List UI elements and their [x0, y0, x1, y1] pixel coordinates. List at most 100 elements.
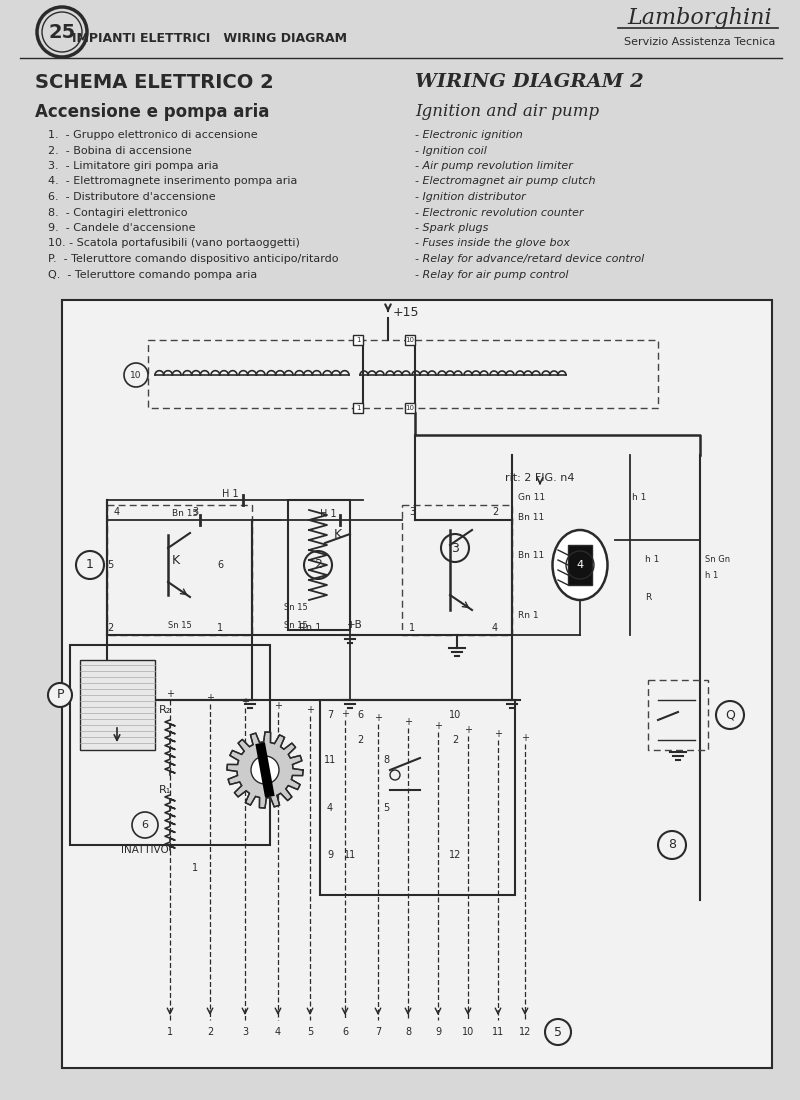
Text: +: +	[521, 733, 529, 742]
Text: 7: 7	[327, 710, 333, 720]
Text: Q.  - Teleruttore comando pompa aria: Q. - Teleruttore comando pompa aria	[48, 270, 258, 279]
Text: 10: 10	[406, 405, 414, 411]
Text: Servizio Assistenza Tecnica: Servizio Assistenza Tecnica	[624, 37, 776, 47]
Text: 8: 8	[383, 755, 389, 764]
Text: Accensione e pompa aria: Accensione e pompa aria	[35, 103, 270, 121]
Text: 10: 10	[462, 1027, 474, 1037]
Text: 1: 1	[167, 1027, 173, 1037]
Text: h 1: h 1	[645, 556, 659, 564]
Text: 4: 4	[492, 623, 498, 632]
Text: WIRING DIAGRAM 2: WIRING DIAGRAM 2	[415, 73, 644, 91]
Text: Bn 11: Bn 11	[518, 550, 544, 560]
Text: Sn Gn: Sn Gn	[705, 556, 730, 564]
Bar	[568, 544, 592, 585]
Text: 10: 10	[449, 710, 461, 720]
Text: Rn 1: Rn 1	[299, 623, 321, 632]
Text: P: P	[56, 689, 64, 702]
Text: 8.  - Contagiri elettronico: 8. - Contagiri elettronico	[48, 208, 187, 218]
Bar	[148, 340, 658, 408]
Text: 2: 2	[314, 559, 322, 572]
Text: K: K	[172, 553, 180, 566]
Text: Ignition and air pump: Ignition and air pump	[415, 103, 599, 121]
Text: 2: 2	[492, 507, 498, 517]
Text: P.  - Teleruttore comando dispositivo anticipo/ritardo: P. - Teleruttore comando dispositivo ant…	[48, 254, 338, 264]
Text: 5: 5	[383, 803, 389, 813]
Text: - Electromagnet air pump clutch: - Electromagnet air pump clutch	[415, 176, 595, 187]
Text: +: +	[494, 729, 502, 739]
Text: 1: 1	[409, 623, 415, 632]
Circle shape	[658, 830, 686, 859]
Text: Bn 11: Bn 11	[518, 514, 544, 522]
Text: h 1: h 1	[705, 571, 718, 580]
Text: +: +	[464, 725, 472, 735]
Text: - Relay for air pump control: - Relay for air pump control	[415, 270, 569, 279]
Text: 6: 6	[357, 710, 363, 720]
Text: - Ignition coil: - Ignition coil	[415, 145, 487, 155]
Text: 12: 12	[449, 850, 461, 860]
Text: 11: 11	[324, 755, 336, 764]
Bar	[62, 300, 772, 1068]
Text: Sn 15: Sn 15	[284, 620, 308, 629]
Text: R₂: R₂	[159, 705, 171, 715]
Text: 2: 2	[107, 623, 113, 632]
Text: 12: 12	[519, 1027, 531, 1037]
Text: 1: 1	[217, 623, 223, 632]
Text: Sn 15: Sn 15	[284, 604, 308, 613]
Text: Lamborghini: Lamborghini	[628, 7, 772, 29]
Text: Sn 15: Sn 15	[168, 620, 192, 629]
Text: Gn 11: Gn 11	[518, 494, 545, 503]
Text: +: +	[206, 693, 214, 703]
Text: - Fuses inside the glove box: - Fuses inside the glove box	[415, 239, 570, 249]
Circle shape	[304, 551, 332, 579]
Text: +: +	[341, 710, 349, 719]
Text: 4: 4	[114, 507, 120, 517]
Text: 3: 3	[451, 541, 459, 554]
Ellipse shape	[553, 530, 607, 600]
Text: 2.  - Bobina di accensione: 2. - Bobina di accensione	[48, 145, 192, 155]
Text: IMPIANTI ELETTRICI   WIRING DIAGRAM: IMPIANTI ELETTRICI WIRING DIAGRAM	[73, 32, 347, 44]
Circle shape	[251, 756, 279, 784]
Text: 10. - Scatola portafusibili (vano portaoggetti): 10. - Scatola portafusibili (vano portao…	[48, 239, 300, 249]
Text: 1: 1	[86, 559, 94, 572]
Text: INATTIVO: INATTIVO	[121, 845, 169, 855]
Text: - Spark plugs: - Spark plugs	[415, 223, 488, 233]
Text: 6: 6	[142, 820, 149, 830]
Text: - Relay for advance/retard device control: - Relay for advance/retard device contro…	[415, 254, 644, 264]
Text: +: +	[274, 701, 282, 711]
Text: 1.  - Gruppo elettronico di accensione: 1. - Gruppo elettronico di accensione	[48, 130, 258, 140]
Text: 2: 2	[207, 1027, 213, 1037]
Bar	[320, 700, 515, 895]
Text: Bn 15: Bn 15	[172, 509, 198, 518]
Text: +: +	[166, 689, 174, 698]
Text: 4: 4	[577, 560, 583, 570]
Text: K: K	[334, 528, 342, 541]
Text: H 1: H 1	[222, 490, 238, 499]
Circle shape	[124, 363, 148, 387]
Text: 8: 8	[405, 1027, 411, 1037]
Text: - Electronic revolution counter: - Electronic revolution counter	[415, 208, 584, 218]
Circle shape	[48, 683, 72, 707]
Circle shape	[441, 534, 469, 562]
Text: Rn 1: Rn 1	[518, 610, 538, 619]
Text: 3: 3	[242, 1027, 248, 1037]
Text: Q: Q	[725, 708, 735, 722]
Bar	[405, 403, 415, 412]
Text: +: +	[404, 717, 412, 727]
Text: 4.  - Elettromagnete inserimento pompa aria: 4. - Elettromagnete inserimento pompa ar…	[48, 176, 298, 187]
Text: H 1: H 1	[320, 509, 336, 519]
Text: +: +	[241, 697, 249, 707]
Bar	[107, 505, 252, 635]
Text: 5: 5	[307, 1027, 313, 1037]
Text: +: +	[374, 713, 382, 723]
Text: h 1: h 1	[632, 494, 646, 503]
Text: - Ignition distributor: - Ignition distributor	[415, 192, 526, 202]
Text: R₁: R₁	[159, 785, 171, 795]
Text: 5: 5	[554, 1025, 562, 1038]
Text: 3: 3	[409, 507, 415, 517]
Text: +B: +B	[347, 620, 363, 630]
Text: - Electronic ignition: - Electronic ignition	[415, 130, 522, 140]
Text: R: R	[645, 594, 651, 603]
Text: +: +	[434, 720, 442, 732]
Circle shape	[76, 551, 104, 579]
Text: 25: 25	[48, 22, 76, 42]
